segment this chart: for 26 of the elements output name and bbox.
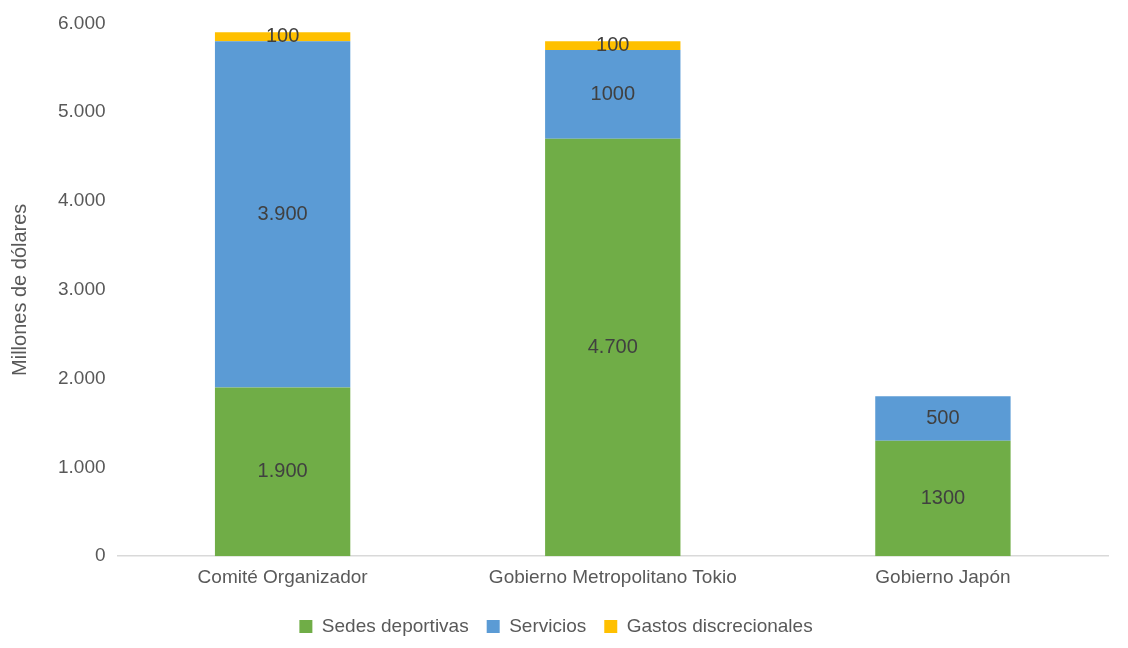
data-label: 1.900 xyxy=(257,459,308,482)
bar xyxy=(214,41,351,388)
x-tick-label: Gobierno Japón xyxy=(875,565,1011,587)
legend-label: Sedes deportivas xyxy=(321,614,469,636)
data-label: 1300 xyxy=(920,486,966,508)
y-tick-label: 0 xyxy=(94,544,106,566)
x-tick-label: Comité Organizador xyxy=(197,565,369,587)
y-tick-label: 3.000 xyxy=(58,278,106,300)
y-tick-label: 2.000 xyxy=(58,366,106,388)
y-tick-label: 5.000 xyxy=(58,100,106,122)
bar xyxy=(875,396,1011,441)
y-axis-title: Millones de dólares xyxy=(7,203,30,376)
bar xyxy=(214,387,351,557)
y-tick-label: 4.000 xyxy=(58,189,106,211)
bar xyxy=(545,50,681,139)
data-label: 3.900 xyxy=(257,201,308,224)
data-label: 500 xyxy=(926,406,960,429)
bar xyxy=(875,440,1011,557)
data-label: 1000 xyxy=(590,81,636,104)
bar xyxy=(545,138,681,557)
data-label: 4.700 xyxy=(587,335,638,358)
x-tick-label: Gobierno Metropolitano Tokio xyxy=(488,565,737,587)
y-tick-label: 6.000 xyxy=(58,11,106,33)
legend-label: Gastos discrecionales xyxy=(626,614,813,636)
y-tick-label: 1.000 xyxy=(58,455,106,477)
legend-label: Servicios xyxy=(509,614,587,636)
